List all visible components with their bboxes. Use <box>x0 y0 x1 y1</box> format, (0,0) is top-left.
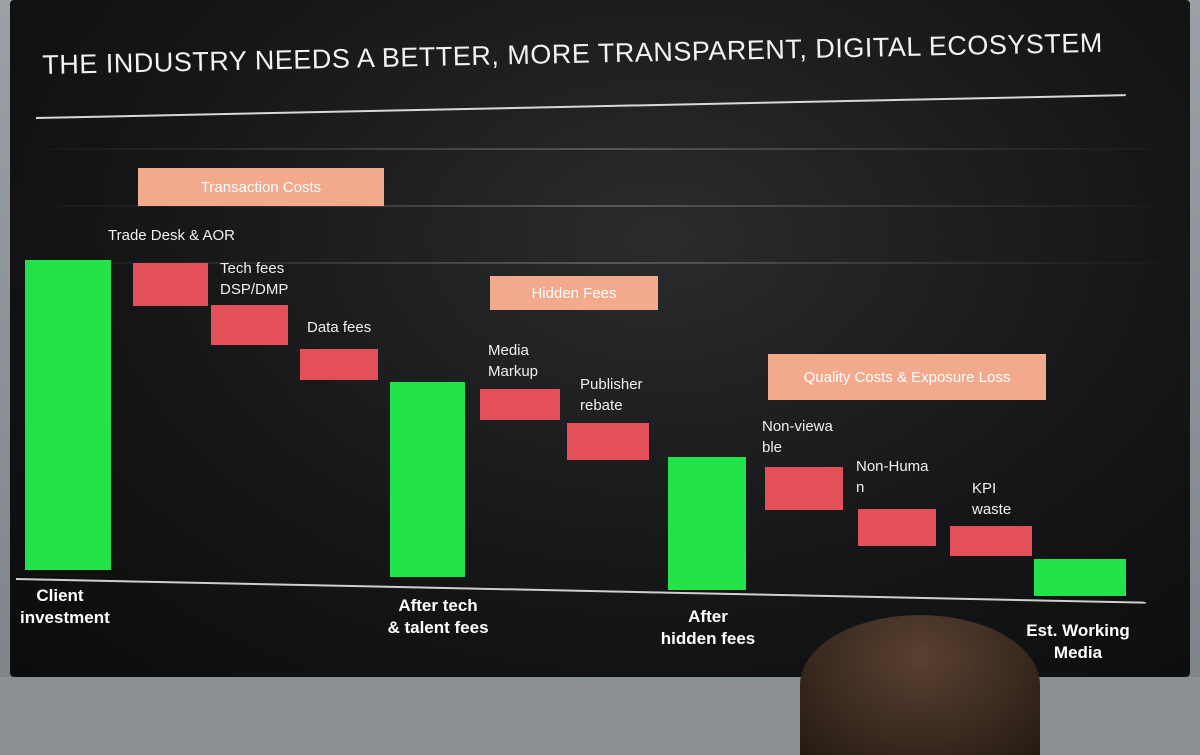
transaction-costs-label: Transaction Costs <box>138 168 384 206</box>
cost-bar <box>950 526 1032 556</box>
cost-label: Non-viewa ble <box>762 418 833 456</box>
cost-label: Publisher rebate <box>580 376 643 414</box>
cost-bar <box>300 349 378 380</box>
title-divider <box>36 94 1126 119</box>
total-bar <box>668 456 746 590</box>
cost-label: Media Markup <box>488 342 539 380</box>
total-bar <box>25 260 111 570</box>
screen-glare <box>10 205 1190 207</box>
cost-bar <box>567 422 649 460</box>
cost-label: Non-Huma n <box>856 458 929 496</box>
total-bar <box>390 381 465 577</box>
cost-label: Trade Desk & AOR <box>108 227 235 244</box>
cost-bar <box>133 262 208 306</box>
chart-baseline <box>15 578 1146 604</box>
cost-label: Tech fees DSP/DMP <box>220 260 289 298</box>
cost-bar <box>765 466 843 510</box>
screen-glare <box>10 262 1190 264</box>
quality-costs-label: Quality Costs & Exposure Loss <box>768 354 1046 400</box>
slide-title: THE INDUSTRY NEEDS A BETTER, MORE TRANSP… <box>42 27 1104 80</box>
cost-bar <box>858 508 936 546</box>
hidden-fees-label: Hidden Fees <box>490 276 658 310</box>
total-bar <box>1034 558 1126 596</box>
cost-bar <box>211 304 288 345</box>
category-label: After hidden fees <box>660 607 756 648</box>
category-label: After tech & talent fees <box>387 596 489 637</box>
category-label: Client investment <box>20 586 110 627</box>
presentation-slide: THE INDUSTRY NEEDS A BETTER, MORE TRANSP… <box>10 0 1190 677</box>
cost-label: Data fees <box>307 319 372 336</box>
cost-bar <box>480 389 560 420</box>
category-label: Est. Working Media <box>1026 621 1130 662</box>
screen-glare <box>10 148 1190 150</box>
audience-head-silhouette <box>800 615 1040 755</box>
cost-label: KPI waste <box>972 480 1012 518</box>
